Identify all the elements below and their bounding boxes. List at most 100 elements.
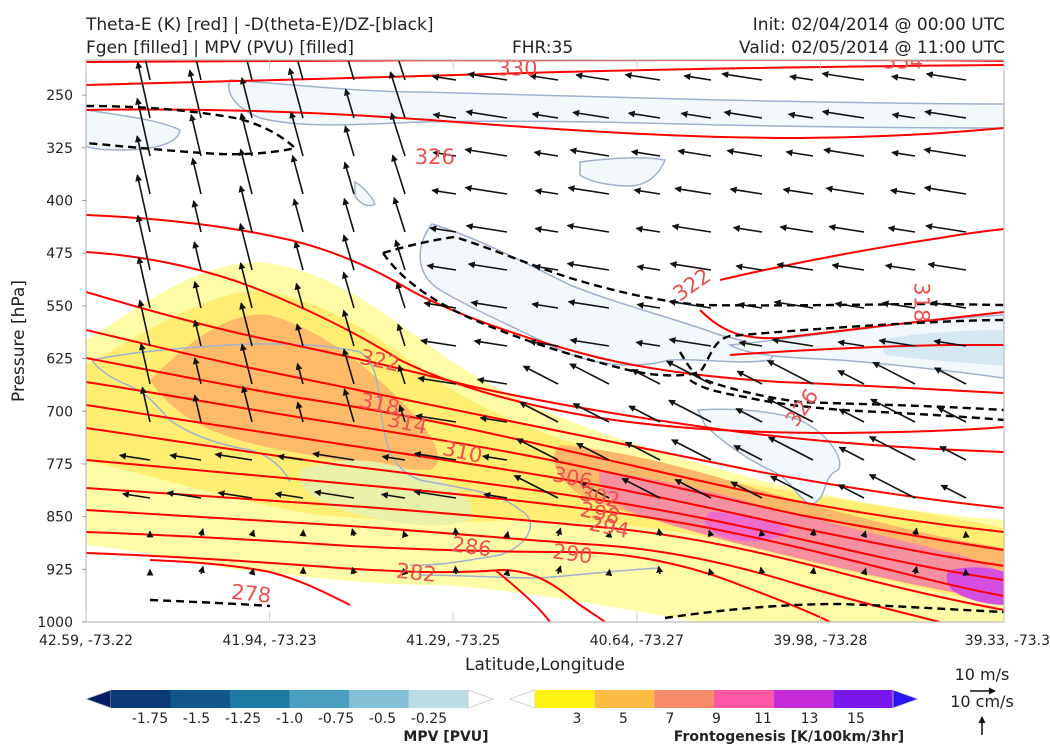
wind-vector <box>191 200 202 233</box>
colorbar-tick-label: -1.25 <box>225 711 261 727</box>
wind-vector <box>522 365 559 385</box>
wind-vector <box>923 146 967 157</box>
wind-vector <box>192 357 202 385</box>
wind-vector <box>809 566 817 575</box>
wind-vector <box>169 452 202 461</box>
vector-legend-vertical: 10 cm/s <box>950 692 1014 711</box>
wind-vector <box>572 109 610 119</box>
wind-vector <box>342 348 355 385</box>
wind-vector <box>413 451 457 461</box>
wind-vector <box>417 375 457 385</box>
stability-2 <box>382 235 1004 307</box>
wind-vector <box>733 444 763 461</box>
wind-vector <box>668 336 712 347</box>
wind-vector <box>891 111 916 119</box>
wind-vector <box>528 339 559 347</box>
wind-vector <box>868 435 916 461</box>
wind-vector <box>533 149 559 157</box>
wind-vector <box>628 405 661 423</box>
wind-vector <box>707 568 715 576</box>
wind-vector <box>192 280 202 309</box>
theta-e-290 <box>86 509 941 622</box>
fgen-11b <box>946 567 1004 605</box>
wind-vector <box>187 69 202 119</box>
theta-e-label: 290 <box>551 539 594 568</box>
wind-vector <box>465 109 508 119</box>
wind-vector <box>631 368 661 385</box>
wind-vector <box>566 222 610 233</box>
wind-vector <box>680 110 712 119</box>
wind-vector <box>137 299 151 347</box>
wind-vector <box>431 187 457 195</box>
colorbar-tick-label: -1.75 <box>132 711 168 727</box>
fgen-7a <box>150 314 439 470</box>
vector-legend: 10 m/s 10 cm/s <box>950 665 1014 735</box>
wind-vector <box>481 453 508 461</box>
forecast-hour: FHR:35 <box>512 38 574 58</box>
init-time: Init: 02/04/2014 @ 00:00 UTC <box>752 15 1005 35</box>
wind-vector <box>677 148 712 157</box>
wind-vector <box>341 309 355 347</box>
wind-vector <box>531 301 559 309</box>
wind-vector <box>398 404 406 423</box>
wind-vector <box>341 271 355 309</box>
wind-vector <box>135 214 151 271</box>
wind-vector <box>636 301 661 309</box>
wind-vector <box>837 369 865 385</box>
wind-vector <box>779 224 814 233</box>
colorbar-tick-label: 3 <box>573 711 582 727</box>
stability-3 <box>382 252 1004 377</box>
wind-vector <box>878 337 916 347</box>
wind-vector <box>940 484 967 499</box>
colorbar-segment <box>84 689 112 709</box>
wind-vector <box>566 260 610 271</box>
wind-vector <box>239 302 253 347</box>
theta-e-306 <box>86 404 1004 567</box>
wind-vector <box>464 146 508 157</box>
mpv-area-2 <box>86 109 181 151</box>
mpv-area-4 <box>354 180 376 207</box>
wind-vector <box>140 386 151 423</box>
wind-vector <box>605 530 613 538</box>
wind-vector <box>726 148 763 157</box>
wind-vector <box>166 490 202 499</box>
wind-vector <box>732 225 763 233</box>
stability-contours <box>86 104 1004 620</box>
colorbar-segment <box>833 690 893 708</box>
wind-vector <box>567 185 610 195</box>
mpv-contour-lower-2 <box>91 359 291 483</box>
wind-vector <box>238 185 253 233</box>
wind-vector <box>452 565 460 575</box>
wind-vector <box>295 323 304 347</box>
y-tick-label: 775 <box>46 457 73 473</box>
wind-vector <box>889 187 916 195</box>
wind-vector <box>868 473 916 499</box>
x-tick-label: 39.98, -73.28 <box>773 633 867 649</box>
wind-vector <box>927 261 967 271</box>
y-tick-label: 850 <box>46 510 73 526</box>
wind-vector <box>729 186 763 195</box>
wind-vector <box>890 73 916 81</box>
wind-vector <box>771 337 814 347</box>
colorbar-tick-label: -1.0 <box>276 711 303 727</box>
wind-vector <box>423 300 457 309</box>
wind-vector <box>277 453 304 461</box>
colorbar-segment <box>230 690 290 708</box>
wind-vector <box>671 223 712 233</box>
colorbar-tick-label: -0.5 <box>369 711 396 727</box>
wind-vector <box>838 446 865 461</box>
wind-vector <box>860 567 868 576</box>
wind-vector <box>891 149 916 157</box>
wind-vector <box>312 451 355 461</box>
wind-vector <box>391 154 406 195</box>
wind-vector <box>292 198 304 233</box>
y-tick-label: 700 <box>46 404 73 420</box>
wind-vector <box>135 174 151 233</box>
wind-vector <box>135 135 151 195</box>
wind-vector <box>860 530 868 539</box>
wind-vector <box>528 73 559 81</box>
theta-e-label: 330 <box>497 56 537 80</box>
colorbar-segment <box>714 690 774 708</box>
mpv-colorbar-title: MPV [PVU] <box>403 729 488 745</box>
